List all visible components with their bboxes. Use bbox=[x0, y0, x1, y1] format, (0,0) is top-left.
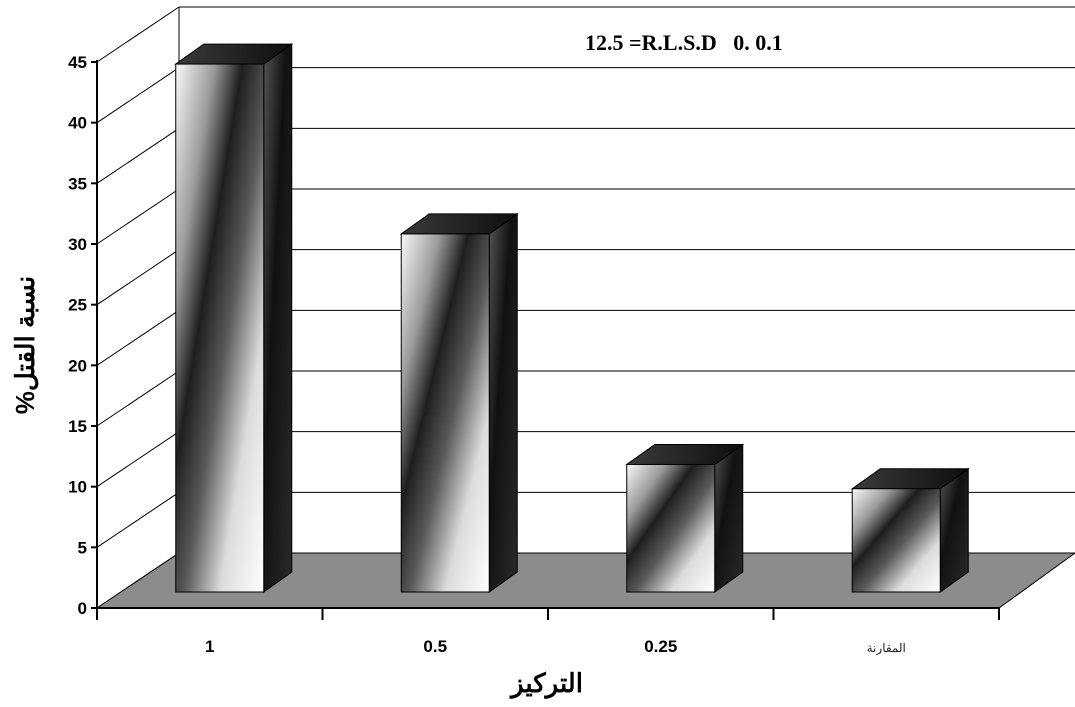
y-tick-label: 20 bbox=[68, 356, 87, 375]
bar-front bbox=[175, 63, 265, 593]
bar-side bbox=[714, 443, 744, 593]
bar-front bbox=[400, 233, 490, 593]
gridline-side bbox=[96, 6, 180, 63]
y-axis-title: نسبة القتل% bbox=[10, 276, 40, 414]
gridline-side bbox=[96, 188, 180, 245]
bar-front bbox=[626, 463, 716, 593]
gridline-side bbox=[96, 67, 180, 124]
y-tick-label: 40 bbox=[68, 114, 87, 133]
y-tick-label: 30 bbox=[68, 235, 87, 254]
bar-side bbox=[488, 212, 518, 593]
gridline-side bbox=[96, 127, 180, 184]
gridline-side bbox=[96, 431, 180, 488]
x-tick-label: 0.25 bbox=[644, 637, 677, 656]
bar bbox=[850, 467, 970, 593]
y-tick-label: 0 bbox=[78, 599, 87, 618]
bars bbox=[174, 43, 970, 593]
y-tick-label: 10 bbox=[68, 478, 87, 497]
gridline-side bbox=[96, 249, 180, 306]
gridline-side bbox=[96, 370, 180, 427]
gridlines bbox=[96, 6, 1075, 609]
bar-side bbox=[939, 467, 969, 593]
bar bbox=[399, 212, 519, 593]
y-tick-label: 45 bbox=[68, 53, 87, 72]
bar-side bbox=[263, 43, 293, 593]
x-tick-label: 0.5 bbox=[423, 637, 447, 656]
y-tick-label: 25 bbox=[68, 296, 87, 315]
bar bbox=[625, 443, 745, 593]
bar-front bbox=[851, 488, 941, 593]
annotation-text: 12.5 =R.L.S.D 0. 0.1 bbox=[585, 30, 783, 55]
y-tick-label: 35 bbox=[68, 174, 87, 193]
y-tick-label: 5 bbox=[78, 538, 87, 557]
y-tick-label: 15 bbox=[68, 417, 87, 436]
x-axis: 1 0.5 0.25 المقارنة bbox=[96, 607, 1000, 656]
bar bbox=[174, 43, 294, 593]
gridline-side bbox=[96, 309, 180, 366]
gridline-side bbox=[96, 491, 180, 548]
x-tick-label: المقارنة bbox=[867, 641, 906, 655]
y-axis: 0 5 10 15 20 25 30 35 40 45 bbox=[68, 53, 98, 618]
x-tick-label: 1 bbox=[205, 637, 214, 656]
x-axis-title: التركيز bbox=[509, 668, 583, 699]
